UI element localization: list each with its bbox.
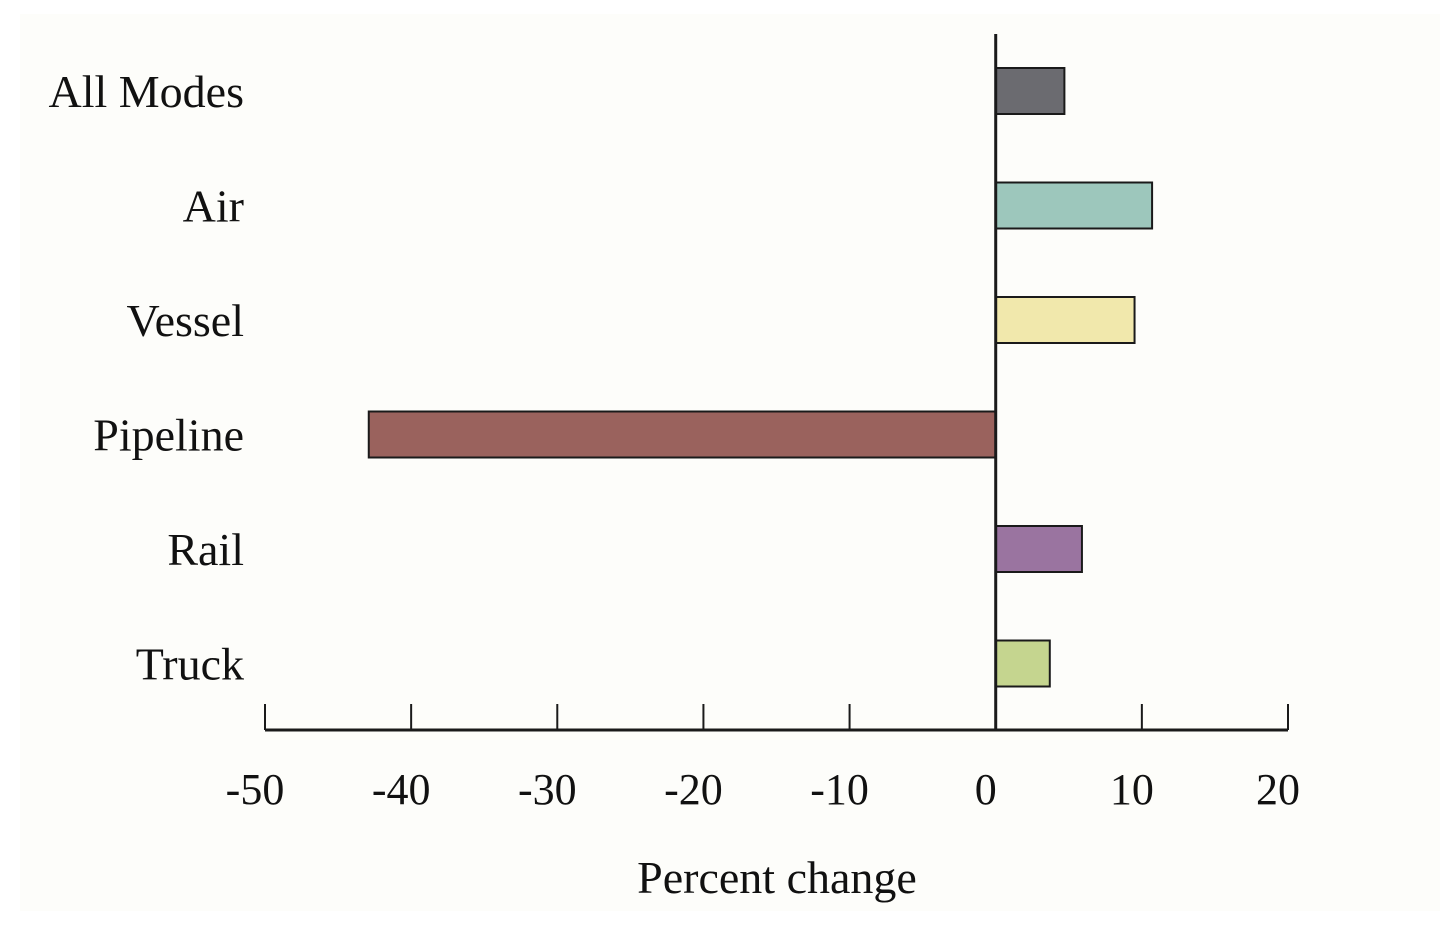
x-tick-label: -10 <box>810 765 869 814</box>
bar-pipeline <box>367 410 997 459</box>
category-label-all-modes: All Modes <box>49 66 245 117</box>
category-label-vessel: Vessel <box>126 295 244 346</box>
x-tick-label: -20 <box>664 765 723 814</box>
bar-truck <box>994 639 1051 688</box>
x-tick-label: -50 <box>226 765 285 814</box>
x-tick-label: -30 <box>518 765 577 814</box>
category-label-air: Air <box>183 181 244 232</box>
x-axis-title: Percent change <box>637 852 917 903</box>
bar-air <box>994 181 1154 230</box>
x-axis: -50 -40 -30 -20 -10 0 10 20 <box>226 34 1300 814</box>
x-tick-label: -40 <box>372 765 431 814</box>
category-label-truck: Truck <box>136 639 244 690</box>
bar-all-modes <box>994 67 1066 115</box>
x-tick-label: 20 <box>1256 765 1300 814</box>
bar-vessel <box>994 296 1136 344</box>
category-label-pipeline: Pipeline <box>93 410 244 461</box>
bars-group <box>367 67 1154 688</box>
x-tick-label: 0 <box>975 765 997 814</box>
category-label-rail: Rail <box>167 524 244 575</box>
chart-area <box>20 14 1440 911</box>
category-labels: All Modes Air Vessel Pipeline Rail Truck <box>49 66 245 690</box>
bar-rail <box>994 525 1083 573</box>
x-tick-label: 10 <box>1110 765 1154 814</box>
